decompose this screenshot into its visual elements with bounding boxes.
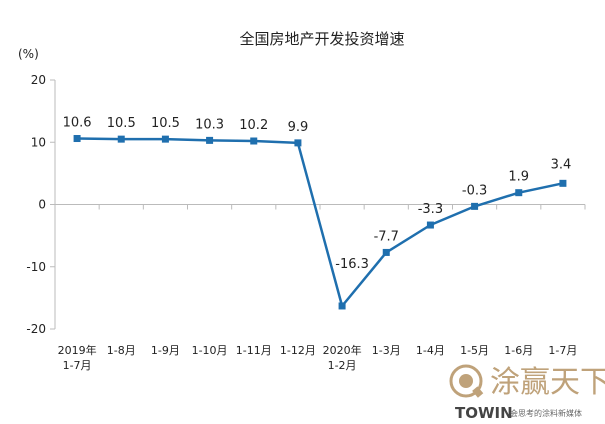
series-markers bbox=[73, 135, 567, 310]
watermark-english-text: TOWIN bbox=[455, 404, 513, 422]
x-tick-label: 1-4月 bbox=[416, 344, 445, 357]
x-tick-label: 1-7月 bbox=[548, 344, 577, 357]
data-point-marker bbox=[117, 135, 125, 143]
data-point-marker bbox=[426, 221, 434, 229]
data-label: 1.9 bbox=[508, 170, 529, 185]
data-point-marker bbox=[559, 179, 567, 187]
y-tick-label: 0 bbox=[38, 198, 46, 212]
watermark-subtitle: 会思考的涂料新媒体 bbox=[510, 408, 582, 418]
data-label: 10.3 bbox=[195, 117, 224, 132]
data-label: -16.3 bbox=[335, 257, 369, 272]
watermark: 涂赢天下 TOWIN 会思考的涂料新媒体 bbox=[449, 364, 605, 422]
chart-title: 全国房地产开发投资增速 bbox=[239, 30, 404, 48]
data-label: -7.7 bbox=[374, 229, 399, 244]
series-line bbox=[77, 137, 564, 308]
data-label: 10.5 bbox=[107, 116, 136, 131]
x-tick-label: 2020年 1-2月 bbox=[323, 343, 362, 372]
y-tick-label: 20 bbox=[31, 73, 46, 87]
y-axis-unit-label: (%) bbox=[18, 47, 39, 61]
data-point-marker bbox=[382, 248, 390, 256]
data-point-marker bbox=[294, 139, 302, 147]
data-labels: 10.6 10.5 10.5 10.3 10.2 9.9 -16.3 -7.7 -3.3 -0.3… bbox=[63, 116, 572, 272]
data-label: 10.2 bbox=[239, 118, 268, 133]
data-label: 9.9 bbox=[288, 120, 309, 135]
data-point-marker bbox=[338, 302, 346, 310]
data-point-marker bbox=[206, 136, 214, 144]
data-label: -0.3 bbox=[462, 183, 487, 198]
x-tick-label: 1-6月 bbox=[504, 344, 533, 357]
x-axis-ticks: 2019年 1-7月 1-8月 1-9月 1-10月 1-11月 1-12月 2020年 1-2… bbox=[58, 343, 578, 372]
x-tick-label: 1-3月 bbox=[372, 344, 401, 357]
data-point-marker bbox=[515, 189, 523, 197]
data-point-marker bbox=[250, 137, 258, 145]
watermark-logo-icon bbox=[449, 364, 484, 398]
x-tick-label: 1-8月 bbox=[107, 344, 136, 357]
data-point-marker bbox=[471, 202, 479, 210]
data-label: 10.5 bbox=[151, 116, 180, 131]
x-tick-label: 2019年 1-7月 bbox=[58, 343, 97, 372]
data-point-marker bbox=[161, 135, 169, 143]
x-tick-label: 1-10月 bbox=[192, 344, 228, 357]
x-tick-label: 1-9月 bbox=[151, 344, 180, 357]
y-tick-label: 10 bbox=[31, 135, 46, 149]
data-label: 3.4 bbox=[551, 157, 572, 172]
y-tick-label: -10 bbox=[26, 260, 46, 274]
watermark-chinese-text: 涂赢天下 bbox=[490, 365, 605, 400]
data-label: 10.6 bbox=[63, 116, 92, 131]
x-tick-label: 1-12月 bbox=[280, 344, 316, 357]
data-label: -3.3 bbox=[418, 202, 443, 217]
x-tick-label: 1-5月 bbox=[460, 344, 489, 357]
x-tick-label: 1-11月 bbox=[236, 344, 272, 357]
y-tick-label: -20 bbox=[26, 322, 46, 336]
data-point-marker bbox=[73, 135, 81, 143]
y-axis-ticks: -20 -10 0 10 20 bbox=[26, 73, 55, 336]
